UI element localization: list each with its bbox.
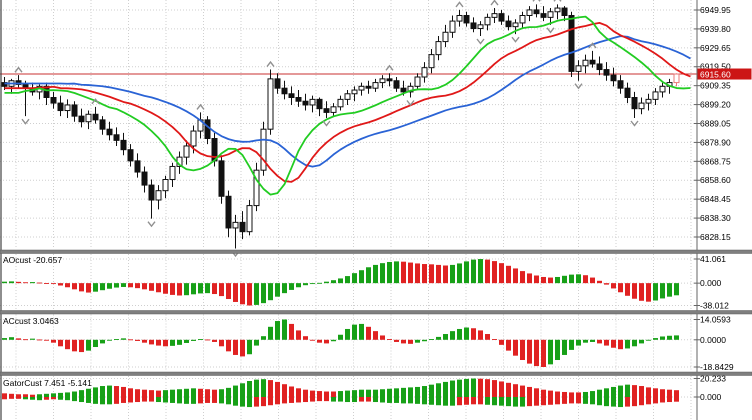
svg-text:6828.15: 6828.15 <box>700 232 731 242</box>
price-axis: 6949.95 6939.80 6929.65 6919.50 6909.35 6899.… <box>0 0 731 420</box>
svg-text:0.0000: 0.0000 <box>700 335 726 345</box>
main-grid-layer <box>0 0 697 249</box>
fractal-down-icon <box>147 221 156 228</box>
svg-text:0.000: 0.000 <box>700 278 722 288</box>
alligator-jaw <box>4 35 691 168</box>
fractal-down-icon <box>21 118 30 125</box>
fractal-down-icon <box>511 36 520 43</box>
alligator-lips-line <box>4 15 691 196</box>
fractal-down-icon <box>476 38 485 45</box>
svg-text:6878.90: 6878.90 <box>700 137 731 147</box>
alligator-lips <box>4 15 691 196</box>
bid-price-badge: 6915.60 <box>697 68 752 80</box>
svg-text:20.233: 20.233 <box>700 374 726 384</box>
svg-text:-18.8429: -18.8429 <box>700 362 734 372</box>
fractal-down-icon <box>574 83 583 90</box>
fractal-up-icon <box>455 1 464 8</box>
fractal-down-icon <box>322 120 331 127</box>
svg-text:0.000: 0.000 <box>700 392 722 402</box>
alligator-jaw-line <box>4 35 691 168</box>
candles-layer <box>1 4 680 249</box>
fractal-up-icon <box>196 103 205 110</box>
window-separators <box>0 249 752 376</box>
accust-histogram <box>2 319 679 367</box>
svg-text:6915.60: 6915.60 <box>700 70 731 80</box>
gator-indicator-label: GatorCust 7.451 -5.141 <box>3 377 92 388</box>
ao-indicator-label: AOcust -20.657 <box>3 255 63 265</box>
svg-text:14.0593: 14.0593 <box>700 315 731 325</box>
svg-text:-38.012: -38.012 <box>700 301 729 311</box>
alligator-teeth-line <box>4 21 691 183</box>
fractal-up-icon <box>14 66 23 73</box>
fractal-icons <box>14 0 639 258</box>
fractal-up-icon <box>91 98 100 105</box>
svg-text:6848.45: 6848.45 <box>700 194 731 204</box>
fractal-up-icon <box>266 60 275 67</box>
fractal-down-icon <box>546 27 555 34</box>
svg-text:6858.60: 6858.60 <box>700 175 731 185</box>
svg-text:6909.35: 6909.35 <box>700 81 731 91</box>
gator-histogram <box>2 378 679 408</box>
svg-text:6939.80: 6939.80 <box>700 24 731 34</box>
svg-text:6949.95: 6949.95 <box>700 5 731 15</box>
svg-text:6838.30: 6838.30 <box>700 213 731 223</box>
alligator-teeth <box>4 21 691 183</box>
fractal-up-icon <box>490 0 499 6</box>
svg-text:6868.75: 6868.75 <box>700 156 731 166</box>
svg-text:6919.50: 6919.50 <box>700 62 731 72</box>
svg-text:41.061: 41.061 <box>700 254 726 264</box>
svg-text:6899.20: 6899.20 <box>700 100 731 110</box>
fractal-up-icon <box>588 42 597 49</box>
svg-text:6929.65: 6929.65 <box>700 43 731 53</box>
ac-indicator-label: ACcust 3.0463 <box>3 316 59 326</box>
fractal-down-icon <box>630 120 639 127</box>
aocust-histogram <box>2 259 679 306</box>
fractal-up-icon <box>385 64 394 71</box>
fractal-down-icon <box>406 100 415 107</box>
svg-text:6889.05: 6889.05 <box>700 118 731 128</box>
